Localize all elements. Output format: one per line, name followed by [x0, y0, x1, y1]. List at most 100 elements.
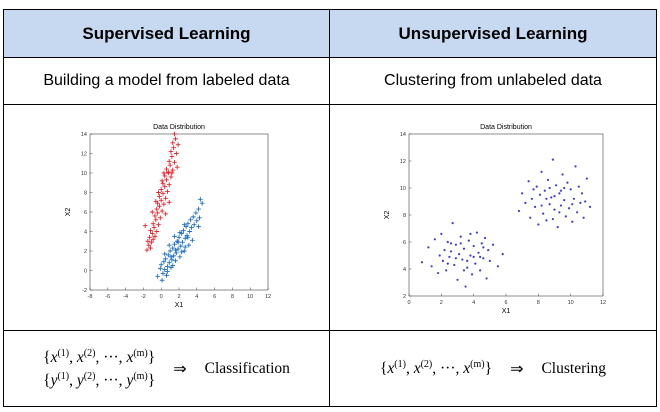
math-unsupervised: {x(1), x(2), ···, x(m)} ⇒ Clustering [330, 331, 656, 406]
data-point [462, 268, 466, 271]
data-point [466, 266, 469, 269]
data-point [164, 263, 170, 269]
data-point [169, 153, 174, 159]
data-point [172, 257, 178, 263]
data-point [158, 197, 163, 203]
x-tick-label: 0 [159, 294, 162, 300]
y-tick-label: 6 [83, 210, 86, 216]
chart-title: Data Distribution [480, 124, 532, 131]
data-point [548, 202, 551, 205]
data-point [464, 284, 467, 288]
x-tick-label: 10 [568, 300, 574, 306]
comparison-table: Supervised Learning Unsupervised Learnin… [3, 9, 657, 407]
y-tick-label: 4 [83, 229, 86, 235]
description-unsupervised-text: Clustering from unlabeled data [384, 72, 602, 89]
data-point [164, 268, 170, 274]
data-point [530, 197, 533, 200]
data-point [157, 265, 163, 271]
x-tick-label: -4 [123, 294, 128, 300]
data-point [182, 244, 188, 249]
y-tick-label: 14 [80, 132, 86, 138]
data-point [467, 239, 470, 242]
clustering-label: Clustering [541, 359, 607, 377]
y-axis-label: X2 [384, 210, 391, 219]
data-point [185, 220, 190, 226]
data-point [479, 268, 482, 271]
data-point [161, 183, 167, 189]
data-point [181, 221, 187, 227]
data-point [517, 209, 521, 212]
data-point [156, 203, 162, 208]
data-point [168, 148, 173, 154]
data-point [152, 213, 157, 218]
data-point [180, 227, 186, 233]
data-point [521, 191, 524, 194]
data-point [537, 222, 540, 226]
data-point [470, 272, 474, 275]
data-point [161, 201, 166, 206]
x-tick-label: 6 [213, 294, 216, 300]
data-point [529, 216, 532, 219]
data-point [572, 197, 575, 200]
data-point [501, 252, 504, 255]
data-point [427, 245, 430, 248]
data-point [196, 215, 202, 220]
data-point [445, 268, 448, 271]
data-point [168, 174, 173, 179]
data-point [488, 259, 491, 262]
data-point [175, 246, 180, 251]
data-point [153, 198, 158, 204]
data-point [482, 256, 485, 259]
data-point [542, 212, 545, 215]
implies-arrow-unsupervised: ⇒ [510, 360, 524, 378]
data-point [491, 243, 495, 246]
data-point [571, 220, 574, 223]
data-point [563, 186, 566, 189]
data-point [167, 162, 172, 167]
data-point [159, 277, 164, 283]
header-unsupervised: Unsupervised Learning [330, 10, 656, 58]
data-point [145, 242, 151, 247]
x-tick-label: 8 [537, 300, 540, 306]
data-point [580, 191, 584, 194]
data-point [161, 170, 166, 175]
data-point [571, 202, 574, 205]
data-point [459, 241, 462, 244]
data-point [171, 159, 177, 165]
data-point [545, 197, 548, 200]
implies-arrow: ⇒ [173, 360, 187, 378]
data-point [152, 233, 157, 239]
data-point [150, 236, 155, 242]
math-supervised: {x(1), x(2), ···, x(m)} {y(1), y(2), ···… [4, 331, 330, 406]
data-point [527, 179, 530, 182]
data-point [159, 178, 164, 183]
data-point [147, 227, 153, 233]
data-point [441, 259, 445, 262]
data-point [161, 173, 167, 178]
data-point [156, 193, 162, 199]
data-point [487, 248, 490, 251]
data-point [566, 181, 569, 184]
data-point [158, 186, 163, 192]
data-point [161, 251, 167, 256]
data-point [195, 223, 201, 229]
data-point [534, 205, 537, 208]
chart-title: Data Distribution [153, 124, 205, 131]
data-point [576, 210, 579, 213]
description-supervised: Building a model from labeled data [4, 58, 330, 105]
data-point [480, 241, 483, 244]
data-point [155, 189, 161, 195]
data-point [588, 205, 592, 208]
data-point [177, 229, 182, 235]
data-point [561, 172, 564, 176]
data-point [153, 228, 159, 234]
data-point [433, 237, 436, 240]
data-point [496, 264, 500, 267]
data-point [169, 167, 175, 172]
plot-frame [408, 133, 604, 296]
data-point [177, 254, 182, 259]
data-point [546, 178, 550, 181]
data-point [193, 210, 198, 215]
data-point [553, 194, 556, 197]
data-point [162, 211, 168, 216]
